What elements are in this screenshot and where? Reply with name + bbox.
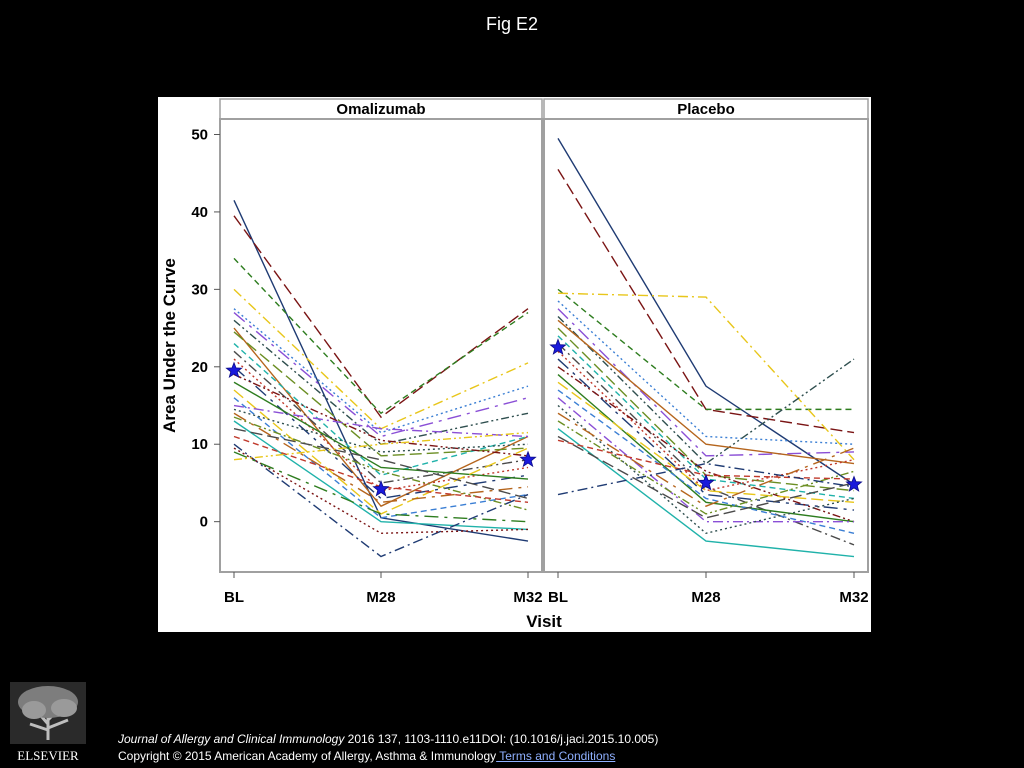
series-line — [233, 408, 529, 453]
series-line — [233, 373, 529, 457]
citation-line: Journal of Allergy and Clinical Immunolo… — [118, 731, 658, 748]
x-tick-label: M28 — [366, 589, 395, 606]
series-line — [233, 447, 529, 534]
panel-title-0: Omalizumab — [336, 101, 425, 118]
series-line — [557, 138, 855, 486]
citation-journal: Journal of Allergy and Clinical Immunolo… — [118, 732, 345, 746]
series-line — [233, 412, 529, 504]
x-tick-label: BL — [548, 589, 568, 606]
elsevier-logo: ELSEVIER — [10, 682, 86, 763]
series-line — [233, 312, 529, 438]
chart-svg: Omalizumab BL M28 M32 Placebo BL M28 M32 0 10 20 30… — [160, 98, 869, 631]
series-line — [233, 404, 529, 438]
citation-block: Journal of Allergy and Clinical Immunolo… — [118, 731, 658, 765]
series-line — [557, 292, 855, 461]
series-line — [233, 343, 529, 476]
series-line — [557, 300, 855, 445]
series-line — [557, 435, 855, 519]
series-line — [557, 428, 855, 558]
median-star-marker — [372, 479, 390, 497]
x-tick-label: M32 — [839, 589, 868, 606]
series-line — [233, 443, 529, 558]
series-line — [557, 389, 855, 534]
median-star-marker — [225, 361, 243, 378]
series-line — [233, 381, 529, 480]
median-star-marker — [519, 450, 537, 468]
series-line — [557, 315, 855, 465]
series-line — [557, 319, 855, 465]
panel-title-1: Placebo — [677, 101, 735, 118]
slide-title: Fig E2 — [485, 14, 539, 34]
panel-frame-0 — [219, 118, 543, 573]
median-star-marker — [549, 338, 567, 355]
terms-link[interactable]: Terms and Conditions — [496, 749, 616, 763]
series-line — [233, 397, 529, 519]
chart-root: Omalizumab BL M28 M32 Placebo BL M28 M32 0 10 20 30… — [160, 98, 869, 631]
y-axis-label: Area Under the Curve — [160, 258, 179, 433]
y-tick-label: 0 — [200, 514, 208, 531]
panel-frame-1 — [543, 118, 869, 573]
y-tick-label: 50 — [191, 126, 208, 143]
logo-wordmark: ELSEVIER — [17, 748, 79, 763]
series-line — [557, 366, 855, 523]
series-line — [557, 412, 855, 507]
x-tick-label: M32 — [513, 589, 542, 606]
series-line — [557, 374, 855, 523]
median-star-marker — [845, 475, 863, 492]
y-tick-label: 30 — [191, 281, 208, 298]
series-line — [557, 343, 855, 546]
series-line — [233, 350, 529, 484]
y-tick-label: 40 — [191, 204, 208, 221]
series-line — [557, 397, 854, 523]
series-line — [233, 308, 529, 434]
x-axis-label: Visit — [526, 612, 562, 631]
median-star-marker — [697, 473, 715, 491]
citation-details: 2016 137, 1103-1110.e11DOI: (10.1016/j.j… — [344, 732, 659, 746]
x-tick-label: BL — [224, 589, 244, 606]
copyright-text: Copyright © 2015 American Academy of All… — [118, 749, 497, 763]
series-line — [233, 200, 529, 542]
series-line — [557, 288, 854, 411]
series-line — [557, 381, 855, 504]
series-line — [557, 404, 855, 535]
copyright-line: Copyright © 2015 American Academy of All… — [118, 748, 658, 765]
series-line — [233, 389, 529, 515]
y-tick-label: 10 — [191, 436, 208, 453]
chart-figure: Omalizumab BL M28 M32 Placebo BL M28 M32 0 10 20 30… — [158, 97, 871, 632]
x-tick-label: M28 — [691, 589, 720, 606]
y-tick-label: 20 — [191, 359, 208, 376]
series-line — [557, 308, 855, 457]
series-line — [233, 431, 529, 461]
series-line — [233, 257, 529, 415]
series-line — [233, 215, 529, 419]
